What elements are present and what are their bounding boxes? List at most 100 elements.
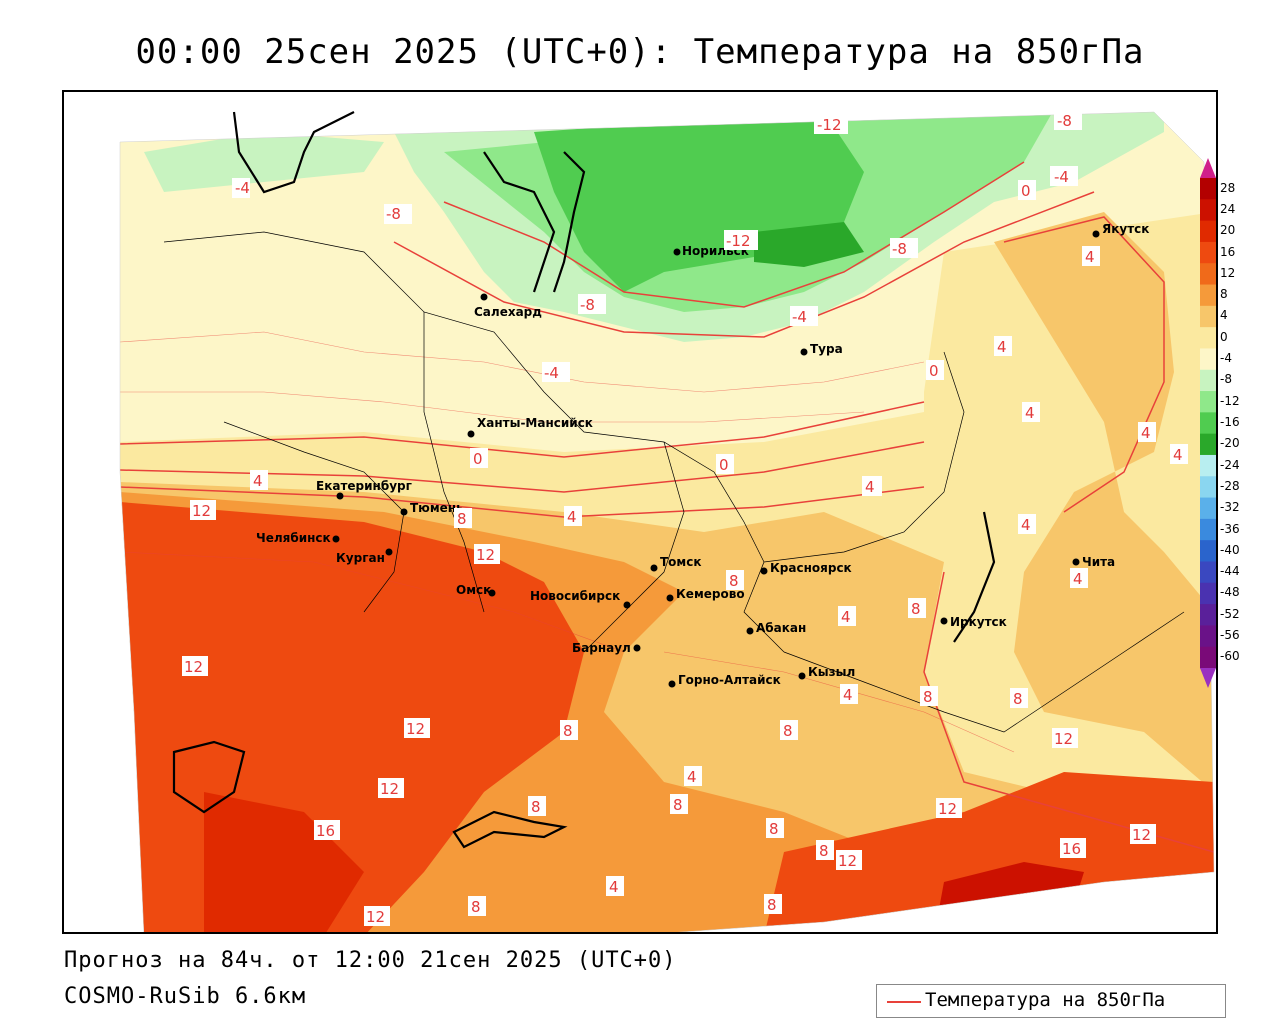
city-novosibirsk: Новосибирск: [530, 589, 631, 609]
colorbar-swatches: [1200, 158, 1216, 688]
isotherm-label: 8: [766, 818, 784, 838]
model-name: COSMO-RuSib 6.6км: [64, 984, 307, 1009]
colorbar-tick-label: 24: [1220, 201, 1236, 216]
svg-text:4: 4: [843, 686, 853, 704]
isotherm-label: 8: [780, 720, 798, 740]
colorbar-tick-label: -60: [1220, 649, 1240, 664]
isotherm-label: 0: [1018, 180, 1036, 200]
colorbar-tick-label: 20: [1220, 223, 1236, 238]
svg-text:8: 8: [783, 722, 793, 740]
isotherm-label: 4: [1018, 514, 1036, 534]
colorbar-swatch: [1200, 284, 1216, 307]
legend: Температура на 850гПа: [876, 984, 1226, 1018]
isotherm-label: 0: [716, 454, 734, 474]
colorbar-swatch: [1200, 263, 1216, 286]
colorbar-tick-label: 8: [1220, 287, 1228, 302]
isotherm-label: 12: [378, 778, 404, 798]
isotherm-label: 12: [1052, 728, 1078, 748]
svg-text:4: 4: [253, 472, 263, 490]
svg-text:Красноярск: Красноярск: [770, 561, 852, 575]
legend-label: Температура на 850гПа: [925, 989, 1166, 1011]
svg-text:12: 12: [1054, 730, 1073, 748]
svg-text:Иркутск: Иркутск: [950, 615, 1007, 629]
svg-text:0: 0: [929, 362, 939, 380]
svg-text:0: 0: [719, 456, 729, 474]
svg-text:4: 4: [1021, 516, 1031, 534]
forecast-info: Прогноз на 84ч. от 12:00 21сен 2025 (UTC…: [64, 948, 677, 973]
city-yakutsk: Якутск: [1092, 222, 1149, 238]
colorbar-swatch: [1200, 369, 1216, 392]
colorbar-swatch: [1200, 348, 1216, 371]
admin-borders: [163, 231, 1185, 733]
isotherm-label: 8: [908, 598, 926, 618]
svg-text:0: 0: [473, 450, 483, 468]
svg-text:8: 8: [923, 688, 933, 706]
city-chita: Чита: [1072, 555, 1115, 569]
svg-text:8: 8: [819, 842, 829, 860]
city-tyumen: Тюмень: [400, 501, 464, 516]
isotherm-label: 4: [994, 336, 1012, 356]
isotherm-label: 4: [1138, 422, 1156, 442]
isotherm-label: 8: [726, 570, 744, 590]
svg-text:4: 4: [1073, 570, 1083, 588]
isotherm-labels: -12 -8 -4 0 -4 -8 -12 -8 -8 -4 -4 4 4 0 …: [182, 110, 1188, 926]
svg-text:4: 4: [997, 338, 1007, 356]
isotherm-label: 12: [364, 906, 390, 926]
colorbar-tick-label: -52: [1220, 606, 1240, 621]
isotherm-label: 4: [564, 506, 582, 526]
svg-text:-8: -8: [1057, 112, 1072, 130]
colorbar-tick-label: -36: [1220, 521, 1240, 536]
colorbar-swatch: [1200, 199, 1216, 222]
isotherm-label: 8: [816, 840, 834, 860]
isotherm-label: -8: [890, 238, 918, 258]
svg-text:12: 12: [184, 658, 203, 676]
isotherm-label: 8: [920, 686, 938, 706]
city-khanty-mansiysk: Ханты-Мансийск: [467, 416, 593, 438]
coastline: [172, 111, 996, 849]
svg-text:Новосибирск: Новосибирск: [530, 589, 620, 603]
colorbar-tick-label: -28: [1220, 478, 1240, 493]
svg-text:Томск: Томск: [660, 555, 702, 569]
isotherm-label: 4: [1070, 568, 1088, 588]
colorbar-swatch: [1200, 327, 1216, 349]
isotherm-label: 8: [560, 720, 578, 740]
svg-text:8: 8: [729, 572, 739, 590]
colorbar-tick-label: -4: [1220, 351, 1232, 366]
svg-text:Челябинск: Челябинск: [256, 531, 331, 545]
svg-text:8: 8: [471, 898, 481, 916]
isotherm-label: 8: [670, 794, 688, 814]
svg-text:4: 4: [1085, 248, 1095, 266]
svg-text:Екатеринбург: Екатеринбург: [316, 479, 412, 493]
svg-text:8: 8: [911, 600, 921, 618]
svg-text:Курган: Курган: [336, 551, 385, 565]
isotherm-label: 4: [684, 766, 702, 786]
svg-text:12: 12: [380, 780, 399, 798]
temperature-field: [120, 112, 1214, 932]
isotherm-label: 4: [1022, 402, 1040, 422]
colorbar-tick-label: -16: [1220, 415, 1240, 429]
colorbar-swatch: [1200, 476, 1216, 499]
colorbar-tick-label: 12: [1220, 265, 1236, 280]
isotherm-label: 4: [840, 684, 858, 704]
city-kemerovo: Кемерово: [666, 587, 745, 602]
city-omsk: Омск: [456, 583, 496, 597]
city-kyzyl: Кызыл: [798, 665, 855, 680]
svg-text:-4: -4: [235, 179, 250, 197]
city-barnaul: Барнаул: [572, 641, 641, 655]
svg-text:12: 12: [192, 502, 211, 520]
svg-text:Горно-Алтайск: Горно-Алтайск: [678, 673, 781, 687]
colorbar-swatch: [1200, 412, 1216, 435]
svg-text:4: 4: [1141, 424, 1151, 442]
svg-text:12: 12: [1132, 826, 1151, 844]
colorbar-swatch: [1200, 604, 1216, 626]
isotherm-label: 16: [314, 820, 340, 840]
svg-text:4: 4: [865, 478, 875, 496]
svg-text:-8: -8: [386, 205, 401, 223]
colorbar-tick-label: 0: [1220, 329, 1228, 344]
isotherm-label: 0: [470, 448, 488, 468]
colorbar-overflow-high: [1200, 158, 1216, 178]
map-title: 00:00 25сен 2025 (UTC+0): Температура на…: [135, 32, 1145, 72]
colorbar-tick-label: 4: [1220, 308, 1228, 323]
temperature-map: Якутск Норильск Салехард Тура Ханты-Манс…: [119, 110, 1215, 932]
map-frame: Якутск Норильск Салехард Тура Ханты-Манс…: [62, 90, 1218, 934]
